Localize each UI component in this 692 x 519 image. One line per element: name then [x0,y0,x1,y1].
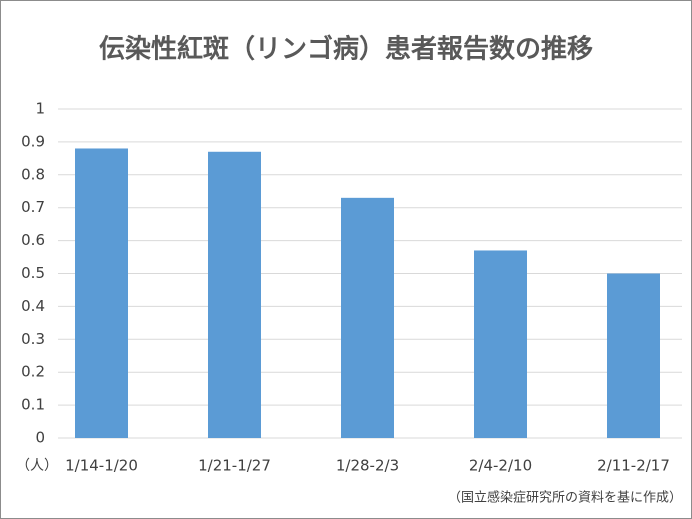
y-tick-label: 0.3 [21,330,45,348]
y-tick-label: 0.1 [21,396,45,414]
y-tick-label: 0.6 [21,231,45,249]
x-tick-label: 1/14-1/20 [65,457,138,475]
y-tick-label: 0.4 [21,297,45,315]
x-tick-label: 2/4-2/10 [469,457,532,475]
bar [341,197,394,438]
x-tick-label: 2/11-2/17 [597,457,670,475]
bar [474,250,527,438]
y-tick-label: 0.7 [21,198,45,216]
bar [607,273,660,438]
chart-title: 伝染性紅斑（リンゴ病）患者報告数の推移 [99,34,593,65]
y-tick-label: 0 [35,429,45,447]
y-tick-label: 1 [35,100,45,118]
source-note: （国立感染症研究所の資料を基に作成） [448,490,682,506]
y-tick-label: 0.5 [21,264,45,282]
y-tick-label: 0.8 [21,165,45,183]
x-tick-label: 1/21-1/27 [198,457,271,475]
y-tick-label: 0.9 [21,132,45,150]
y-tick-label: 0.2 [21,363,45,381]
unit-label: （人） [16,458,58,474]
bar [208,151,261,438]
x-tick-label: 1/28-2/3 [336,457,399,475]
bar [75,148,128,439]
